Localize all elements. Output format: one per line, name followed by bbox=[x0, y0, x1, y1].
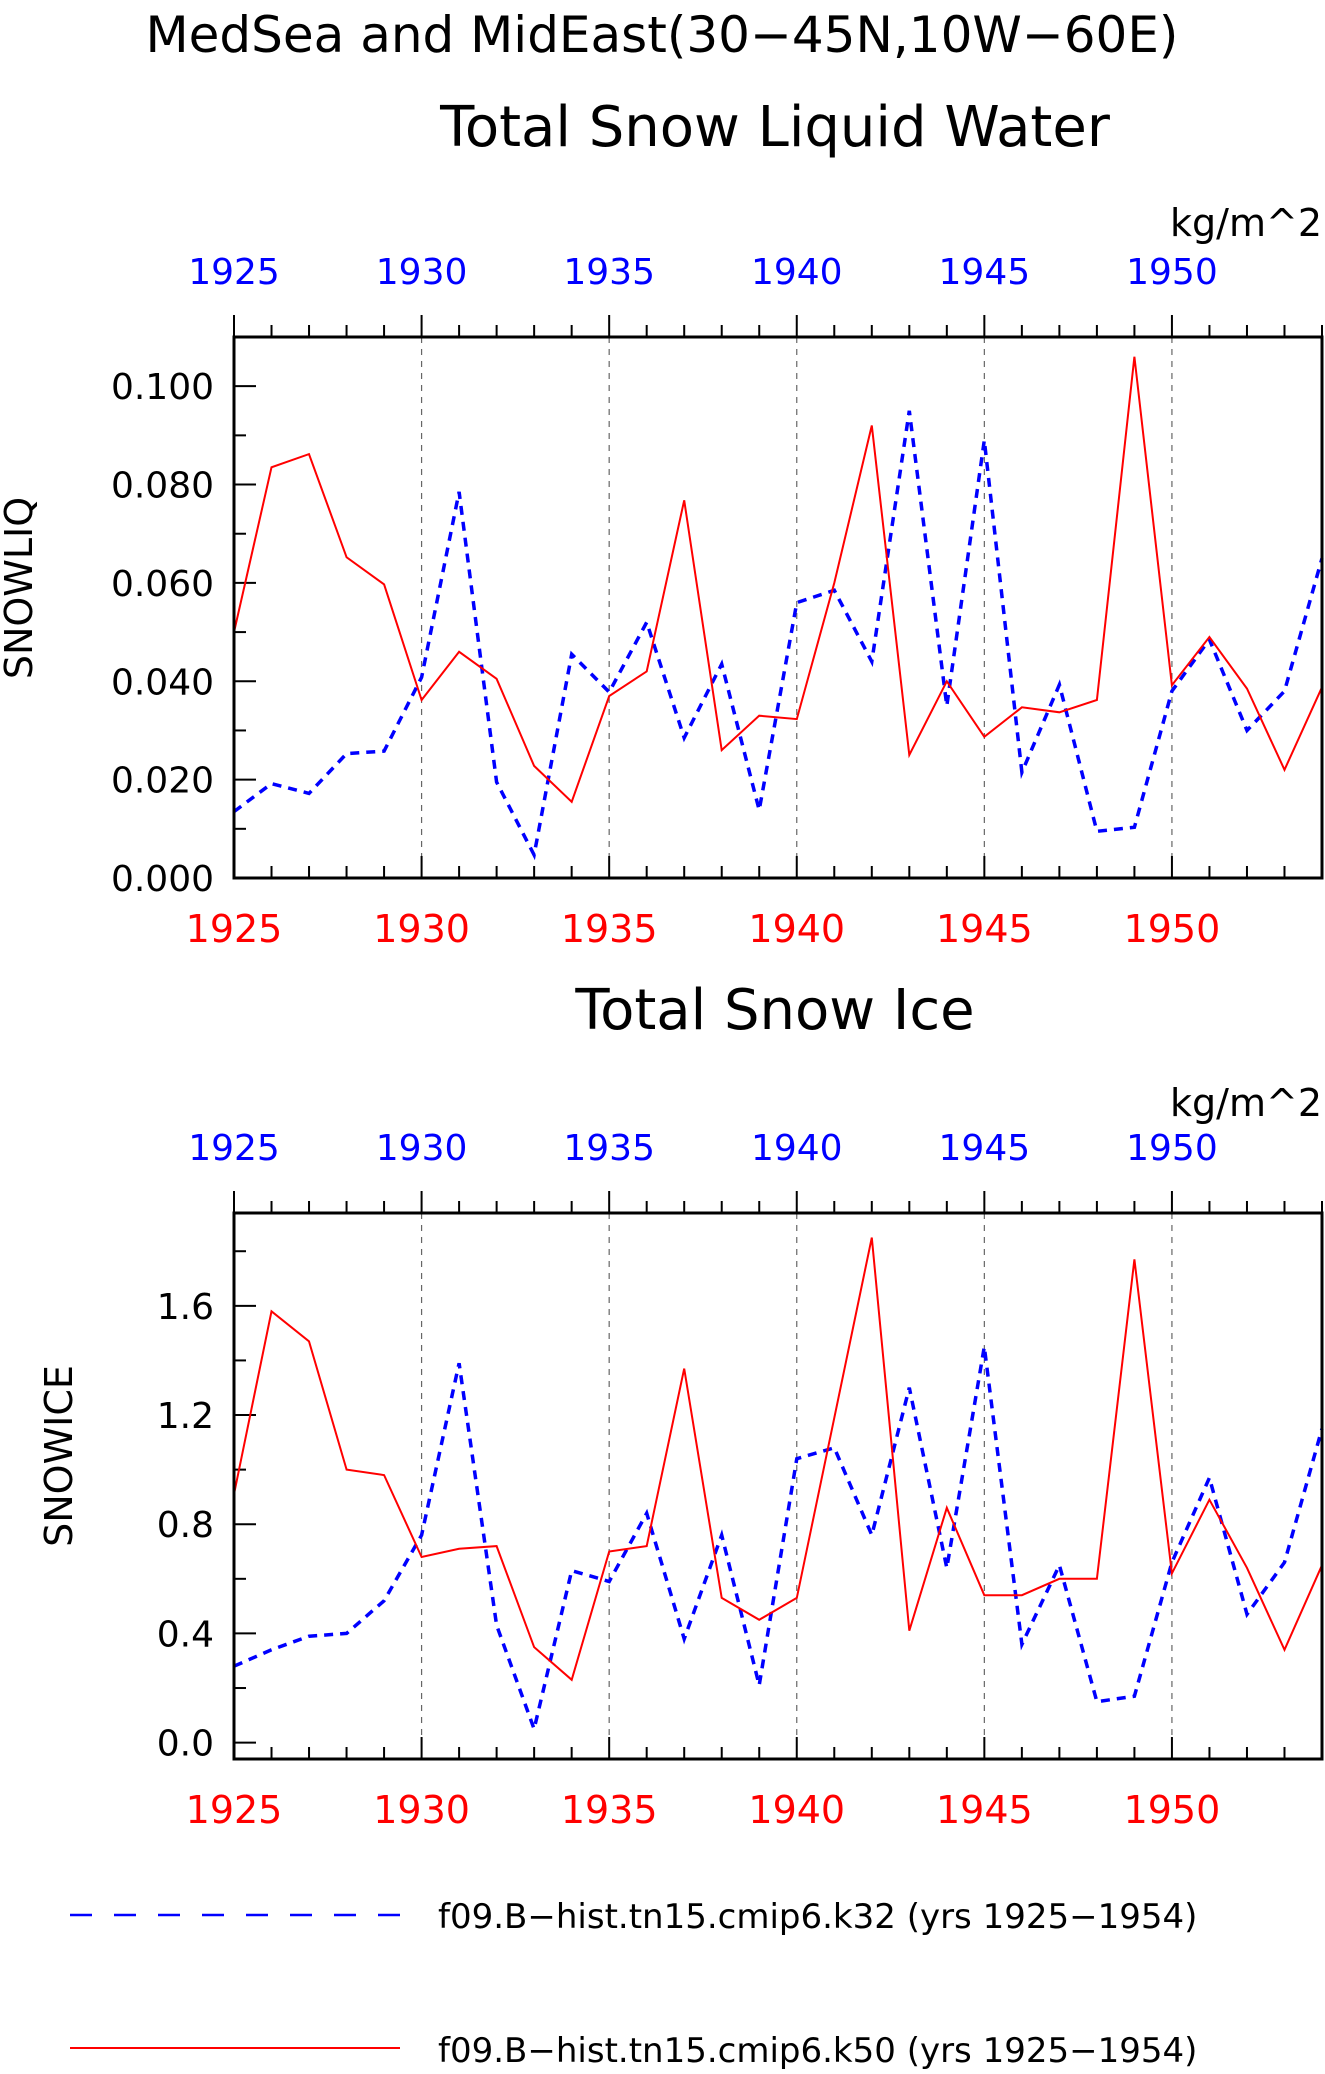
x-tick-label-top-snowliq: 1945 bbox=[939, 252, 1031, 293]
panel-title-snowliq: Total Snow Liquid Water bbox=[439, 95, 1111, 160]
units-label-snowice: kg/m^2 bbox=[1170, 1081, 1322, 1125]
x-tick-label-bottom-snowliq: 1930 bbox=[373, 907, 470, 951]
series-line-k50-snowliq bbox=[233, 356, 1323, 804]
legend-label-k50: f09.B−hist.tn15.cmip6.k50 (yrs 1925−1954… bbox=[438, 2031, 1197, 2071]
x-tick-label-top-snowice: 1925 bbox=[188, 1128, 280, 1169]
x-tick-label-bottom-snowliq: 1940 bbox=[748, 907, 845, 951]
x-tick-label-bottom-snowice: 1945 bbox=[936, 1788, 1033, 1832]
x-tick-label-bottom-snowliq: 1935 bbox=[561, 907, 658, 951]
y-tick-label-snowice: 0.4 bbox=[157, 1614, 214, 1655]
x-tick-label-top-snowliq: 1930 bbox=[376, 252, 468, 293]
y-tick-label-snowliq: 0.100 bbox=[111, 367, 214, 408]
series-line-k50-snowice bbox=[233, 1237, 1323, 1682]
y-tick-label-snowice: 0.8 bbox=[157, 1505, 214, 1546]
x-tick-label-top-snowliq: 1935 bbox=[563, 252, 655, 293]
x-tick-label-top-snowice: 1950 bbox=[1126, 1128, 1218, 1169]
panel-snowice: Total Snow Ice kg/m^2 SNOWICE 0.0 0.4 0.8 1… bbox=[37, 978, 1324, 1832]
legend-label-k32: f09.B−hist.tn15.cmip6.k32 (yrs 1925−1954… bbox=[438, 1897, 1197, 1937]
x-tick-label-bottom-snowice: 1935 bbox=[561, 1788, 658, 1832]
x-tick-label-top-snowice: 1945 bbox=[939, 1128, 1031, 1169]
y-tick-label-snowliq: 0.020 bbox=[111, 761, 214, 802]
x-tick-label-bottom-snowice: 1930 bbox=[373, 1788, 470, 1832]
series-line-k32-snowliq bbox=[232, 410, 1324, 861]
panel-snowliq: Total Snow Liquid Water kg/m^2 SNOWLIQ 0… bbox=[0, 95, 1324, 951]
x-tick-label-bottom-snowice: 1950 bbox=[1124, 1788, 1221, 1832]
x-tick-label-bottom-snowliq: 1945 bbox=[936, 907, 1033, 951]
x-tick-label-bottom-snowliq: 1925 bbox=[186, 907, 283, 951]
units-label-snowliq: kg/m^2 bbox=[1170, 201, 1322, 245]
x-tick-label-top-snowliq: 1950 bbox=[1126, 252, 1218, 293]
main-title: MedSea and MidEast(30−45N,10W−60E) bbox=[146, 6, 1179, 64]
x-tick-label-top-snowliq: 1940 bbox=[751, 252, 843, 293]
x-tick-label-top-snowice: 1930 bbox=[376, 1128, 468, 1169]
y-tick-label-snowliq: 0.060 bbox=[111, 564, 214, 605]
y-tick-label-snowice: 1.2 bbox=[157, 1396, 214, 1437]
plot-frame-snowice bbox=[232, 1211, 1324, 1761]
panel-title-snowice: Total Snow Ice bbox=[574, 978, 974, 1043]
x-tick-label-top-snowice: 1935 bbox=[563, 1128, 655, 1169]
y-tick-label-snowice: 1.6 bbox=[157, 1287, 214, 1328]
x-tick-label-top-snowice: 1940 bbox=[751, 1128, 843, 1169]
legend: f09.B−hist.tn15.cmip6.k32 (yrs 1925−1954… bbox=[70, 1897, 1197, 2071]
series-line-k32-snowice bbox=[233, 1346, 1324, 1736]
x-tick-label-bottom-snowliq: 1950 bbox=[1124, 907, 1221, 951]
y-tick-label-snowliq: 0.080 bbox=[111, 466, 214, 507]
y-tick-label-snowliq: 0.000 bbox=[111, 859, 214, 900]
y-tick-label-snowice: 0.0 bbox=[157, 1724, 214, 1765]
y-tick-label-snowliq: 0.040 bbox=[111, 662, 214, 703]
x-tick-label-top-snowliq: 1925 bbox=[188, 252, 280, 293]
x-tick-label-bottom-snowice: 1940 bbox=[748, 1788, 845, 1832]
y-axis-label-snowliq: SNOWLIQ bbox=[0, 497, 41, 679]
plot-frame-snowliq bbox=[232, 335, 1324, 880]
x-tick-label-bottom-snowice: 1925 bbox=[186, 1788, 283, 1832]
y-axis-label-snowice: SNOWICE bbox=[37, 1365, 81, 1547]
